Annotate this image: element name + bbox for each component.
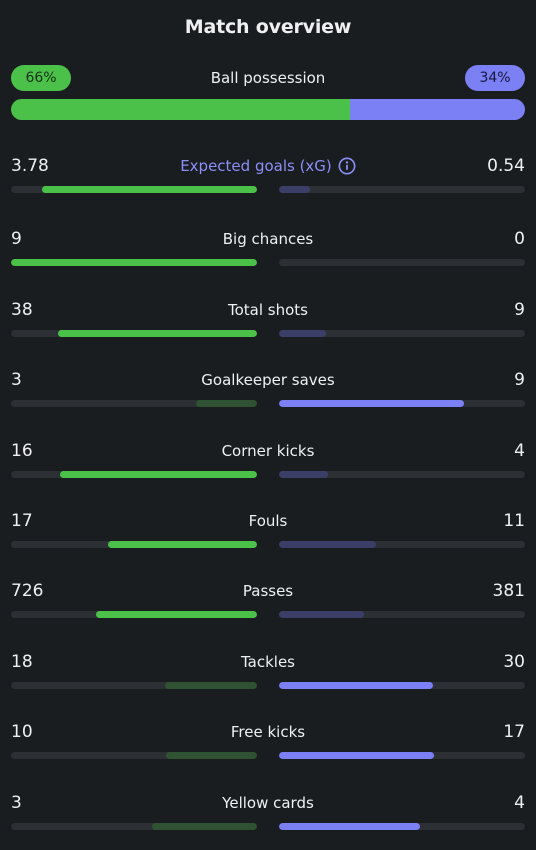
stat-home-bar-fill [41, 186, 257, 193]
stat-home-bar-fill [195, 400, 257, 407]
possession-bar [11, 99, 525, 120]
stat-home-bar [11, 682, 257, 689]
stat-away-bar [279, 823, 525, 830]
stat-row: 18 Tackles 30 [11, 652, 525, 702]
stat-label: Goalkeeper saves [11, 371, 525, 389]
stat-away-bar [279, 330, 525, 337]
page-title: Match overview [184, 16, 352, 38]
info-icon[interactable] [338, 157, 356, 175]
possession-bar-away [350, 99, 525, 120]
stat-home-value: 10 [11, 722, 33, 742]
away-possession-badge: 34% [465, 65, 525, 91]
stat-label-text: Total shots [228, 301, 308, 319]
stat-away-bar-fill [279, 823, 420, 830]
stat-label: Corner kicks [11, 442, 525, 460]
stat-home-value: 3 [11, 793, 22, 813]
stat-home-value: 18 [11, 652, 33, 672]
stat-away-bar-fill [279, 471, 329, 478]
stat-label: Fouls [11, 512, 525, 530]
stat-label-text: Big chances [222, 230, 314, 248]
stat-away-value: 9 [514, 370, 525, 390]
stat-home-bar-fill [164, 682, 257, 689]
stat-home-bar [11, 259, 257, 266]
stat-away-value: 4 [514, 793, 525, 813]
stat-home-bar-fill [165, 752, 257, 759]
stat-away-bar-fill [279, 752, 434, 759]
stat-label: Free kicks [11, 723, 525, 741]
stat-away-value: 11 [503, 511, 525, 531]
possession-row: 66% Ball possession 34% [11, 65, 525, 91]
stat-home-bar [11, 471, 257, 478]
stat-home-bar [11, 752, 257, 759]
stat-label-text: Tackles [240, 653, 296, 671]
stat-label: Big chances [11, 230, 525, 248]
stat-away-value: 4 [514, 441, 525, 461]
stat-away-value: 0.54 [487, 156, 525, 176]
stat-away-bar-fill [279, 330, 327, 337]
stat-row: 9 Big chances 0 [11, 229, 525, 279]
stat-row: 3.78 Expected goals (xG) 0.54 [11, 156, 525, 206]
stat-home-bar-fill [60, 471, 257, 478]
stat-home-value: 38 [11, 300, 33, 320]
stat-home-bar [11, 186, 257, 193]
home-possession-badge: 66% [11, 65, 71, 91]
stat-row: 726 Passes 381 [11, 581, 525, 631]
stat-home-value: 3 [11, 370, 22, 390]
stat-away-value: 30 [503, 652, 525, 672]
stat-home-value: 9 [11, 229, 22, 249]
stat-away-bar [279, 541, 525, 548]
stat-label-text: Fouls [248, 512, 288, 530]
stat-away-bar [279, 611, 525, 618]
stat-away-bar [279, 682, 525, 689]
stat-label: Yellow cards [11, 794, 525, 812]
stat-row: 3 Yellow cards 4 [11, 793, 525, 843]
stat-label-text: Free kicks [230, 723, 306, 741]
stat-home-value: 16 [11, 441, 33, 461]
stat-home-bar [11, 330, 257, 337]
stat-home-bar [11, 611, 257, 618]
stat-home-bar-fill [95, 611, 257, 618]
stat-away-bar-fill [279, 611, 364, 618]
stat-label-text: Expected goals (xG) [180, 157, 332, 175]
stat-away-bar [279, 259, 525, 266]
stat-home-bar [11, 541, 257, 548]
stat-label[interactable]: Expected goals (xG) [11, 157, 525, 175]
stat-home-value: 17 [11, 511, 33, 531]
stat-home-bar-fill [107, 541, 257, 548]
stat-row: 38 Total shots 9 [11, 300, 525, 350]
stat-label-text: Passes [242, 582, 294, 600]
stat-away-value: 0 [514, 229, 525, 249]
stat-label-text: Corner kicks [221, 442, 315, 460]
stat-label-text: Goalkeeper saves [201, 371, 335, 389]
stat-label: Passes [11, 582, 525, 600]
stat-away-bar-fill [279, 400, 464, 407]
stat-away-bar [279, 471, 525, 478]
stat-row: 3 Goalkeeper saves 9 [11, 370, 525, 420]
stat-label-text: Yellow cards [222, 794, 314, 812]
stat-away-bar-fill [279, 186, 310, 193]
stat-label: Tackles [11, 653, 525, 671]
stat-away-value: 381 [492, 581, 525, 601]
stat-home-bar [11, 823, 257, 830]
stat-home-bar-fill [11, 259, 257, 266]
stat-home-value: 3.78 [11, 156, 49, 176]
stat-row: 17 Fouls 11 [11, 511, 525, 561]
stat-home-bar-fill [58, 330, 257, 337]
stat-home-bar-fill [151, 823, 257, 830]
stat-away-value: 17 [503, 722, 525, 742]
stat-away-bar [279, 400, 525, 407]
stat-away-bar [279, 752, 525, 759]
stat-label: Total shots [11, 301, 525, 319]
possession-label: Ball possession [210, 69, 326, 87]
stat-row: 10 Free kicks 17 [11, 722, 525, 772]
stat-away-bar-fill [279, 682, 433, 689]
stat-away-value: 9 [514, 300, 525, 320]
stat-row: 16 Corner kicks 4 [11, 441, 525, 491]
stat-home-bar [11, 400, 257, 407]
stat-away-bar-fill [279, 541, 376, 548]
stat-away-bar [279, 186, 525, 193]
stat-home-value: 726 [11, 581, 44, 601]
possession-bar-home [11, 99, 351, 120]
